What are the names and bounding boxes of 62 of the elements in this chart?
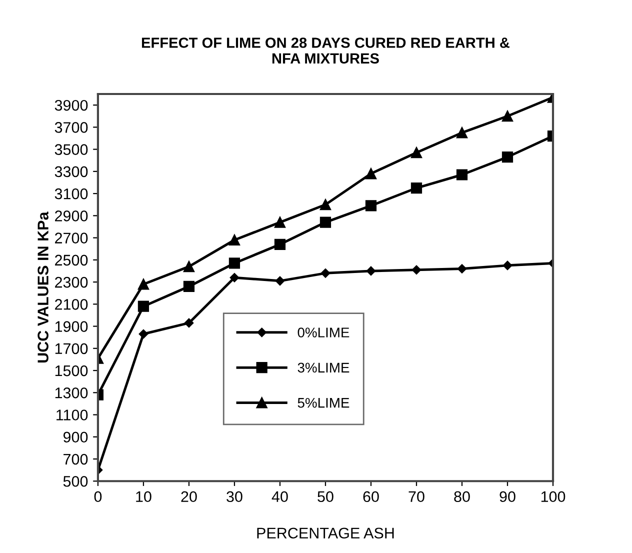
x-tick-label: 100 xyxy=(541,491,566,502)
legend-label: 5%LIME xyxy=(298,398,350,408)
y-axis-title: UCC VALUES IN KPa xyxy=(38,212,48,362)
y-tick-label: 2300 xyxy=(55,276,88,288)
y-tick-label: 1300 xyxy=(55,388,88,398)
point xyxy=(320,268,330,278)
point xyxy=(274,216,286,228)
x-tick-label: 70 xyxy=(408,491,424,502)
y-tick-label: 2500 xyxy=(55,254,88,266)
x-tick-label: 20 xyxy=(181,491,197,502)
x-tick-label: 50 xyxy=(318,491,334,502)
y-tick-label: 1900 xyxy=(55,321,88,332)
point xyxy=(320,216,332,228)
y-tick-label: 1700 xyxy=(55,343,88,354)
point xyxy=(275,276,285,286)
y-tick-label: 1500 xyxy=(55,365,88,376)
y-tick-label: 2900 xyxy=(55,210,88,222)
x-tick-label: 0 xyxy=(94,491,102,502)
point xyxy=(228,234,240,246)
y-tick-label: 3300 xyxy=(54,166,88,178)
point xyxy=(457,264,467,274)
y-tick-label: 3100 xyxy=(54,188,88,200)
point xyxy=(365,168,377,180)
point xyxy=(502,151,514,163)
x-tick-label: 90 xyxy=(500,491,516,502)
y-tick-label: 700 xyxy=(64,454,88,465)
point xyxy=(456,169,468,180)
x-tick-label: 10 xyxy=(136,491,152,502)
point xyxy=(502,260,512,270)
point xyxy=(228,258,240,269)
y-tick-label: 1100 xyxy=(56,410,88,420)
y-tick-label: 500 xyxy=(63,476,88,487)
point xyxy=(138,329,148,339)
chart-title: EFFECT OF LIME ON 28 DAYS CURED RED EARTH & NFA MIXTURES xyxy=(142,38,510,64)
legend-label: 0%LIME xyxy=(298,328,350,338)
y-tick-label: 3900 xyxy=(54,100,88,111)
point xyxy=(365,200,377,212)
point xyxy=(410,147,422,158)
point xyxy=(320,199,332,210)
x-tick-label: 60 xyxy=(363,491,379,502)
point xyxy=(138,278,150,290)
x-tick-label: 40 xyxy=(272,491,288,502)
y-tick-label: 3500 xyxy=(54,144,88,155)
point xyxy=(183,280,195,292)
x-axis-title: PERCENTAGE ASH xyxy=(257,528,394,539)
point xyxy=(184,318,194,328)
point xyxy=(230,272,240,282)
point xyxy=(456,127,468,138)
point xyxy=(412,265,422,274)
point xyxy=(502,110,514,122)
x-tick-label: 80 xyxy=(454,491,470,502)
y-tick-label: 900 xyxy=(63,432,88,443)
x-tick-label: 30 xyxy=(226,491,242,502)
y-tick-label: 2700 xyxy=(55,232,88,244)
point xyxy=(138,300,150,312)
point xyxy=(183,260,195,272)
legend-label: 3%LIME xyxy=(298,362,350,373)
point xyxy=(410,182,422,194)
point xyxy=(366,266,376,276)
y-tick-label: 3700 xyxy=(54,122,88,133)
y-tick-label: 2100 xyxy=(55,299,88,310)
point xyxy=(274,238,286,250)
